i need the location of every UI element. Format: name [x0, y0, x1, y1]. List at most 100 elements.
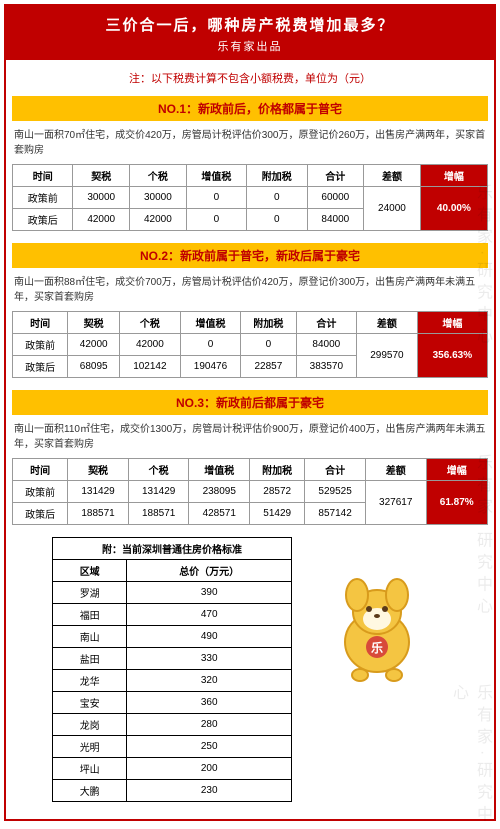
- table-header: 差额: [357, 312, 418, 334]
- table-cell: 131429: [68, 481, 129, 503]
- appendix-title: 附：当前深圳普通住房价格标准: [53, 538, 292, 560]
- price-cell: 490: [127, 626, 292, 648]
- table-cell: 42000: [120, 334, 181, 356]
- rate-cell: 61.87%: [426, 481, 488, 525]
- table-header: 契税: [68, 312, 120, 334]
- table-cell: 51429: [250, 503, 305, 525]
- price-cell: 龙华: [53, 670, 127, 692]
- section-heading: NO.2：新政前属于普宅，新政后属于豪宅: [12, 243, 488, 268]
- table-cell: 0: [247, 187, 307, 209]
- table-cell: 42000: [130, 209, 187, 231]
- diff-cell: 299570: [357, 334, 418, 378]
- table-cell: 0: [186, 187, 246, 209]
- price-cell: 大鹏: [53, 780, 127, 802]
- header: 三价合一后，哪种房产税费增加最多？ 乐有家出品: [6, 6, 494, 60]
- price-cell: 390: [127, 582, 292, 604]
- table-cell: 60000: [307, 187, 364, 209]
- table-cell: 30000: [130, 187, 187, 209]
- appendix-table: 附：当前深圳普通住房价格标准 区域总价（万元） 罗湖390福田470南山490盐…: [52, 537, 292, 802]
- table-cell: 0: [180, 334, 241, 356]
- table-header: 附加税: [241, 312, 296, 334]
- price-cell: 230: [127, 780, 292, 802]
- table-header: 附加税: [250, 459, 305, 481]
- tax-table: 时间契税个税增值税附加税合计差额增幅政策前3000030000006000024…: [12, 164, 488, 231]
- price-cell: 盐田: [53, 648, 127, 670]
- diff-cell: 327617: [365, 481, 426, 525]
- table-cell: 131429: [128, 481, 189, 503]
- page-subtitle: 乐有家出品: [6, 38, 494, 54]
- price-cell: 200: [127, 758, 292, 780]
- diff-cell: 24000: [364, 187, 421, 231]
- row-label: 政策后: [13, 209, 73, 231]
- table-header: 增值税: [186, 165, 246, 187]
- table-cell: 188571: [128, 503, 189, 525]
- table-header: 增幅: [426, 459, 488, 481]
- table-cell: 42000: [68, 334, 120, 356]
- table-header: 增值税: [180, 312, 241, 334]
- table-cell: 84000: [296, 334, 357, 356]
- table-cell: 190476: [180, 356, 241, 378]
- table-cell: 28572: [250, 481, 305, 503]
- price-cell: 360: [127, 692, 292, 714]
- rate-cell: 40.00%: [420, 187, 487, 231]
- table-header: 时间: [13, 312, 68, 334]
- table-cell: 22857: [241, 356, 296, 378]
- section-heading: NO.1：新政前后，价格都属于普宅: [12, 96, 488, 121]
- table-cell: 383570: [296, 356, 357, 378]
- row-label: 政策前: [13, 481, 68, 503]
- price-cell: 罗湖: [53, 582, 127, 604]
- price-cell: 280: [127, 714, 292, 736]
- table-header: 增值税: [189, 459, 250, 481]
- page-title: 三价合一后，哪种房产税费增加最多？: [6, 14, 494, 35]
- table-header: 合计: [305, 459, 366, 481]
- mascot-image: 乐: [322, 567, 432, 697]
- table-cell: 0: [247, 209, 307, 231]
- table-header: 差额: [364, 165, 421, 187]
- table-cell: 428571: [189, 503, 250, 525]
- row-label: 政策前: [13, 334, 68, 356]
- row-label: 政策后: [13, 356, 68, 378]
- table-header: 增幅: [420, 165, 487, 187]
- price-cell: 福田: [53, 604, 127, 626]
- table-header: 时间: [13, 165, 73, 187]
- price-cell: 坪山: [53, 758, 127, 780]
- table-header: 时间: [13, 459, 68, 481]
- table-cell: 857142: [305, 503, 366, 525]
- section-desc: 南山一面积110㎡住宅，成交价1300万，房管局计税评估价900万，原登记价40…: [6, 417, 494, 458]
- table-cell: 102142: [120, 356, 181, 378]
- price-cell: 宝安: [53, 692, 127, 714]
- table-cell: 68095: [68, 356, 120, 378]
- table-cell: 238095: [189, 481, 250, 503]
- table-header: 增幅: [417, 312, 487, 334]
- table-header: 差额: [365, 459, 426, 481]
- price-cell: 470: [127, 604, 292, 626]
- tax-table: 时间契税个税增值税附加税合计差额增幅政策前4200042000008400029…: [12, 311, 488, 378]
- table-header: 个税: [128, 459, 189, 481]
- price-header: 区域: [53, 560, 127, 582]
- price-cell: 330: [127, 648, 292, 670]
- table-cell: 188571: [68, 503, 129, 525]
- section-desc: 南山一面积88㎡住宅，成交价700万，房管局计税评估价420万，原登记价300万…: [6, 270, 494, 311]
- table-header: 契税: [68, 459, 129, 481]
- price-cell: 250: [127, 736, 292, 758]
- price-cell: 南山: [53, 626, 127, 648]
- section-desc: 南山一面积70㎡住宅，成交价420万，房管局计税评估价300万，原登记价260万…: [6, 123, 494, 164]
- table-header: 个税: [130, 165, 187, 187]
- table-cell: 30000: [73, 187, 130, 209]
- table-header: 附加税: [247, 165, 307, 187]
- row-label: 政策后: [13, 503, 68, 525]
- rate-cell: 356.63%: [417, 334, 487, 378]
- section-heading: NO.3：新政前后都属于豪宅: [12, 390, 488, 415]
- price-cell: 320: [127, 670, 292, 692]
- table-cell: 0: [241, 334, 296, 356]
- table-header: 合计: [307, 165, 364, 187]
- price-header: 总价（万元）: [127, 560, 292, 582]
- price-cell: 光明: [53, 736, 127, 758]
- table-header: 个税: [120, 312, 181, 334]
- table-header: 契税: [73, 165, 130, 187]
- note-text: 注：以下税费计算不包含小额税费，单位为（元）: [6, 60, 494, 94]
- svg-text:乐: 乐: [371, 640, 383, 655]
- tax-table: 时间契税个税增值税附加税合计差额增幅政策前1314291314292380952…: [12, 458, 488, 525]
- table-cell: 84000: [307, 209, 364, 231]
- table-header: 合计: [296, 312, 357, 334]
